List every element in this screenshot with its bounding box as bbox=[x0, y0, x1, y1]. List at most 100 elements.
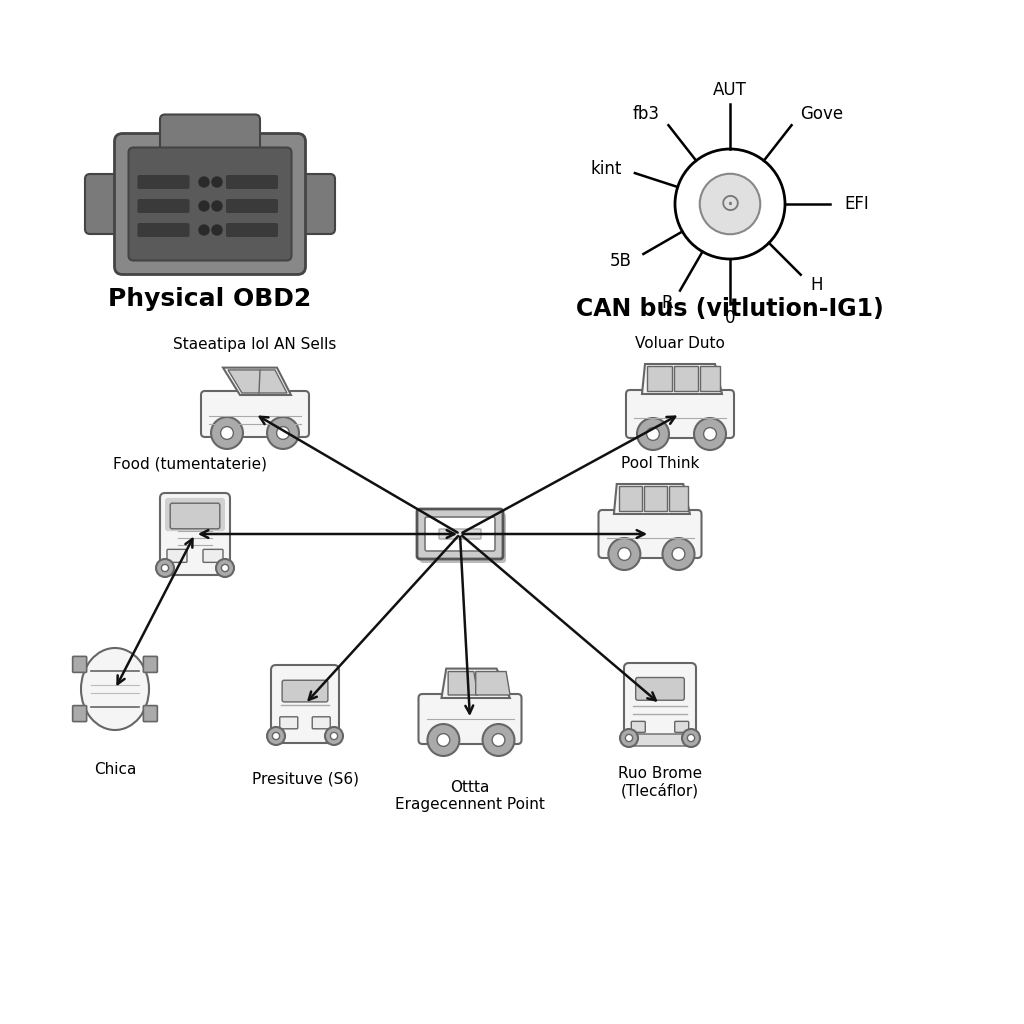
Text: kint: kint bbox=[590, 160, 622, 178]
Circle shape bbox=[212, 177, 222, 187]
FancyBboxPatch shape bbox=[128, 147, 292, 260]
Text: 5B: 5B bbox=[609, 252, 631, 270]
Text: EFI: EFI bbox=[844, 195, 868, 213]
Circle shape bbox=[272, 732, 280, 739]
Polygon shape bbox=[228, 370, 287, 393]
Circle shape bbox=[156, 559, 174, 577]
FancyBboxPatch shape bbox=[73, 706, 87, 722]
Text: ⊙: ⊙ bbox=[720, 193, 740, 216]
FancyBboxPatch shape bbox=[167, 549, 187, 562]
FancyBboxPatch shape bbox=[226, 223, 278, 237]
Text: Ottta
Eragecennent Point: Ottta Eragecennent Point bbox=[395, 780, 545, 812]
Circle shape bbox=[162, 564, 169, 571]
Circle shape bbox=[331, 732, 338, 739]
FancyBboxPatch shape bbox=[160, 115, 260, 153]
FancyBboxPatch shape bbox=[201, 391, 309, 437]
Circle shape bbox=[682, 729, 700, 746]
Circle shape bbox=[675, 150, 785, 259]
Circle shape bbox=[663, 538, 694, 570]
Circle shape bbox=[493, 733, 505, 746]
Polygon shape bbox=[223, 368, 291, 395]
Text: Food (tumentaterie): Food (tumentaterie) bbox=[113, 457, 267, 471]
Circle shape bbox=[267, 727, 285, 745]
Circle shape bbox=[620, 729, 638, 746]
FancyBboxPatch shape bbox=[439, 529, 481, 539]
Text: 0: 0 bbox=[725, 309, 735, 327]
FancyBboxPatch shape bbox=[271, 665, 339, 743]
Polygon shape bbox=[669, 486, 688, 511]
Text: Physical OBD2: Physical OBD2 bbox=[109, 287, 311, 311]
Circle shape bbox=[626, 734, 633, 741]
Text: Presituve (S6): Presituve (S6) bbox=[252, 771, 358, 786]
Circle shape bbox=[427, 724, 460, 756]
Text: AUT: AUT bbox=[713, 81, 746, 99]
Circle shape bbox=[694, 418, 726, 450]
FancyBboxPatch shape bbox=[420, 513, 506, 563]
FancyBboxPatch shape bbox=[143, 656, 158, 673]
FancyBboxPatch shape bbox=[137, 223, 189, 237]
FancyBboxPatch shape bbox=[115, 133, 305, 274]
Circle shape bbox=[216, 559, 234, 577]
Text: Gove: Gove bbox=[800, 105, 844, 123]
FancyBboxPatch shape bbox=[73, 656, 87, 673]
Text: Pool Think: Pool Think bbox=[621, 457, 699, 471]
Polygon shape bbox=[642, 364, 722, 394]
Circle shape bbox=[220, 427, 233, 439]
Circle shape bbox=[199, 177, 209, 187]
Circle shape bbox=[608, 538, 640, 570]
Polygon shape bbox=[700, 366, 720, 391]
Circle shape bbox=[221, 564, 228, 571]
FancyBboxPatch shape bbox=[160, 493, 230, 575]
FancyBboxPatch shape bbox=[165, 498, 225, 531]
FancyBboxPatch shape bbox=[632, 734, 688, 746]
Circle shape bbox=[212, 201, 222, 211]
FancyBboxPatch shape bbox=[636, 678, 684, 700]
Polygon shape bbox=[674, 366, 698, 391]
Text: H: H bbox=[811, 275, 823, 294]
Circle shape bbox=[703, 428, 717, 440]
Ellipse shape bbox=[81, 648, 150, 730]
FancyBboxPatch shape bbox=[143, 706, 158, 722]
Polygon shape bbox=[441, 669, 510, 698]
Circle shape bbox=[276, 427, 290, 439]
Text: fb3: fb3 bbox=[633, 105, 659, 123]
FancyBboxPatch shape bbox=[312, 717, 330, 729]
Circle shape bbox=[617, 548, 631, 560]
Circle shape bbox=[482, 724, 514, 756]
Circle shape bbox=[646, 428, 659, 440]
FancyBboxPatch shape bbox=[419, 694, 521, 744]
FancyBboxPatch shape bbox=[675, 721, 689, 732]
FancyBboxPatch shape bbox=[295, 174, 335, 234]
FancyBboxPatch shape bbox=[598, 510, 701, 558]
Polygon shape bbox=[476, 672, 510, 695]
FancyBboxPatch shape bbox=[226, 199, 278, 213]
Circle shape bbox=[325, 727, 343, 745]
Polygon shape bbox=[449, 672, 478, 695]
Circle shape bbox=[437, 733, 450, 746]
Circle shape bbox=[699, 174, 760, 234]
Text: Voluar Duto: Voluar Duto bbox=[635, 337, 725, 351]
Polygon shape bbox=[647, 366, 672, 391]
Text: Chica: Chica bbox=[94, 762, 136, 776]
Circle shape bbox=[211, 417, 243, 449]
Circle shape bbox=[212, 225, 222, 234]
FancyBboxPatch shape bbox=[283, 680, 328, 701]
FancyBboxPatch shape bbox=[137, 199, 189, 213]
Text: CAN bus (vitlution-IG1): CAN bus (vitlution-IG1) bbox=[577, 297, 884, 321]
Text: R: R bbox=[662, 294, 673, 311]
FancyBboxPatch shape bbox=[203, 549, 223, 562]
FancyBboxPatch shape bbox=[624, 663, 696, 745]
Circle shape bbox=[199, 225, 209, 234]
FancyBboxPatch shape bbox=[170, 503, 220, 528]
FancyBboxPatch shape bbox=[85, 174, 125, 234]
FancyBboxPatch shape bbox=[280, 717, 298, 729]
FancyBboxPatch shape bbox=[226, 175, 278, 189]
Polygon shape bbox=[618, 486, 642, 511]
Circle shape bbox=[637, 418, 669, 450]
FancyBboxPatch shape bbox=[417, 509, 503, 559]
FancyBboxPatch shape bbox=[632, 721, 645, 732]
Circle shape bbox=[199, 201, 209, 211]
Text: Ruo Brome
(Tlecáflor): Ruo Brome (Tlecáflor) bbox=[617, 766, 702, 799]
FancyBboxPatch shape bbox=[425, 517, 495, 551]
Polygon shape bbox=[644, 486, 667, 511]
